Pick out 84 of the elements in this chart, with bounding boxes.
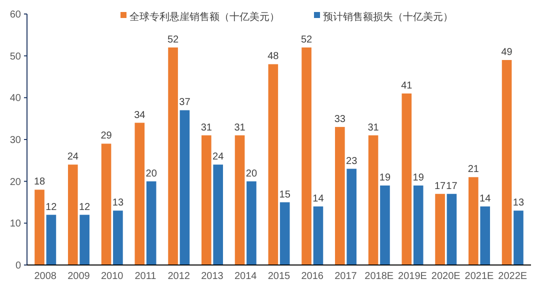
data-label: 33	[334, 114, 346, 125]
bar	[68, 164, 78, 265]
bar	[468, 177, 478, 265]
x-tick-label: 2012	[168, 271, 190, 282]
bar	[134, 122, 145, 265]
x-tick-label: 2016	[301, 271, 324, 282]
data-label: 31	[234, 122, 246, 134]
data-label: 52	[300, 34, 313, 46]
data-label: 37	[179, 97, 191, 108]
x-tick-label: 2009	[68, 271, 90, 282]
bar	[446, 194, 457, 265]
bar	[368, 135, 378, 265]
x-tick-label: 2010	[100, 271, 124, 282]
bar	[380, 186, 390, 265]
data-label: 17	[434, 180, 446, 192]
data-label: 24	[212, 152, 224, 163]
x-tick-label: 2019E	[398, 271, 428, 282]
y-tick-label: 50	[10, 51, 22, 62]
bar	[402, 93, 412, 265]
legend-label: 预计销售额损失（十亿美元）	[323, 11, 453, 23]
data-label: 31	[368, 122, 380, 134]
bar	[213, 164, 223, 265]
data-label: 31	[200, 122, 212, 134]
data-label: 19	[412, 172, 424, 184]
y-tick-label: 0	[15, 260, 22, 272]
y-tick-label: 10	[10, 218, 22, 230]
x-tick-label: 2021E	[464, 271, 494, 282]
bar	[514, 210, 524, 265]
bar	[413, 186, 424, 265]
y-tick-label: 60	[10, 10, 22, 20]
bar	[346, 168, 357, 265]
data-label: 17	[446, 180, 458, 192]
data-label: 13	[112, 198, 124, 209]
bar	[502, 60, 512, 265]
x-tick-label: 2008	[34, 271, 57, 282]
bar	[180, 110, 190, 265]
data-label: 12	[79, 202, 91, 213]
x-tick-label: 2022E	[498, 271, 528, 282]
x-tick-label: 2017	[334, 271, 358, 282]
data-label: 29	[100, 130, 112, 142]
data-label: 20	[146, 168, 158, 180]
x-tick-label: 2013	[201, 271, 224, 282]
data-label: 12	[46, 202, 58, 213]
bar	[268, 64, 278, 265]
data-label: 23	[346, 156, 358, 167]
y-tick-label: 20	[10, 176, 22, 188]
bar	[80, 214, 90, 265]
bar	[302, 47, 312, 265]
bar	[46, 214, 56, 265]
bar	[246, 181, 256, 265]
bar	[113, 210, 123, 265]
data-label: 14	[480, 193, 492, 204]
bar	[146, 181, 156, 265]
bar	[335, 126, 345, 265]
data-label: 20	[246, 168, 258, 180]
data-label: 18	[34, 176, 46, 188]
data-label: 19	[379, 172, 391, 184]
bar	[101, 144, 112, 265]
x-tick-label: 2011	[134, 271, 157, 282]
data-label: 21	[468, 164, 480, 176]
data-label: 41	[401, 80, 413, 92]
data-label: 15	[279, 189, 291, 200]
data-label: 48	[268, 51, 280, 62]
data-label: 24	[67, 152, 79, 163]
x-tick-label: 2014	[234, 271, 258, 282]
data-label: 49	[501, 47, 513, 58]
bar	[234, 135, 245, 265]
bar	[435, 194, 445, 265]
data-label: 13	[512, 198, 524, 209]
x-tick-label: 2018E	[364, 271, 394, 282]
bar	[168, 47, 178, 265]
data-label: 52	[167, 34, 180, 46]
bar	[201, 135, 212, 265]
bar	[313, 206, 324, 265]
bar	[480, 206, 490, 265]
data-label: 14	[312, 193, 324, 204]
x-tick-label: 2020E	[431, 271, 461, 282]
y-tick-label: 40	[10, 93, 22, 104]
x-tick-label: 2015	[268, 271, 291, 282]
legend-label: 全球专利悬崖销售额（十亿美元）	[130, 11, 280, 23]
bar	[34, 190, 44, 265]
data-label: 34	[134, 110, 146, 121]
y-tick-label: 30	[10, 135, 22, 146]
bar	[280, 202, 290, 265]
